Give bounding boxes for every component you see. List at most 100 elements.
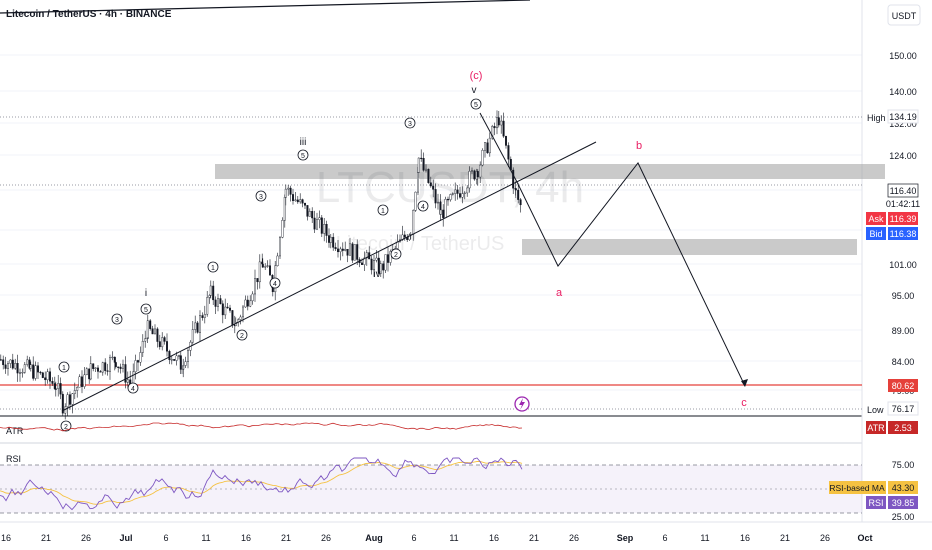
svg-text:2: 2 (394, 252, 398, 259)
candle-body (325, 224, 328, 236)
candle-body (519, 199, 522, 206)
candle-body (134, 360, 137, 373)
candle-body (437, 201, 440, 204)
candle-body (517, 189, 520, 200)
candle-body (339, 248, 342, 253)
candle-body (337, 248, 340, 253)
candle-body (113, 356, 116, 363)
time-tick-label: 6 (411, 533, 416, 543)
candle-body (14, 363, 17, 369)
candle-body (21, 372, 24, 374)
candle-body (92, 363, 95, 369)
candle-body (57, 383, 60, 389)
time-tick-label: Oct (857, 533, 872, 543)
candle-body (144, 338, 147, 342)
candle-body (241, 306, 244, 318)
candle-body (163, 337, 166, 342)
support-badge (888, 379, 918, 392)
candle-body (101, 362, 104, 373)
candle-body (449, 194, 452, 200)
candle-body (224, 306, 227, 316)
svg-text:4: 4 (421, 204, 425, 211)
candle-body (454, 189, 457, 194)
candle-body (158, 341, 161, 348)
candle-body (323, 224, 326, 234)
candle-body (46, 371, 49, 381)
time-tick-label: 26 (321, 533, 331, 543)
candle-body (444, 198, 447, 218)
ask-label: Ask (868, 214, 884, 224)
current-price-badge (887, 183, 919, 198)
candle-body (329, 236, 332, 243)
candle-body (26, 359, 29, 365)
candle-body (308, 211, 311, 217)
subwave-marker: 1 (58, 361, 70, 373)
candle-body (269, 265, 272, 276)
price-tick-label: 140.00 (889, 87, 917, 97)
currency-button[interactable] (887, 4, 921, 26)
candle-body (484, 142, 487, 151)
candle-body (507, 145, 510, 160)
rsi-ma-value-badge (888, 481, 918, 494)
candle-body (168, 351, 171, 360)
candle-body (249, 300, 252, 307)
price-tick-label: 95.00 (892, 291, 915, 301)
candle-body (497, 117, 500, 126)
wave-label-i: i (145, 288, 147, 299)
candle-body (442, 209, 445, 218)
bid-value-badge (888, 227, 918, 240)
candle-body (261, 263, 264, 268)
projection-path[interactable] (479, 112, 746, 387)
atr-badge-label: ATR (867, 423, 885, 433)
candle-body (473, 170, 476, 180)
ask-value-badge (888, 212, 918, 225)
candle-body (505, 135, 508, 146)
subwave-marker: 3 (111, 313, 123, 325)
candle-body (4, 364, 7, 369)
candle-body (425, 168, 428, 171)
candle-body (258, 261, 261, 283)
candle-body (264, 266, 267, 268)
time-tick-label: 6 (662, 533, 667, 543)
candle-body (382, 263, 385, 271)
svg-text:5: 5 (144, 307, 148, 314)
rsi-label: RSI (6, 454, 21, 464)
candle-body (59, 383, 62, 395)
event-icon[interactable] (514, 396, 530, 412)
bid-badge (866, 227, 886, 240)
low-value-badge (887, 401, 919, 416)
candle-body (334, 247, 337, 250)
candle-body (139, 352, 142, 363)
candle-body (493, 126, 496, 129)
candle-body (244, 299, 247, 308)
rsi-tick-75: 75.00 (892, 460, 915, 470)
candle-body (287, 187, 290, 190)
candle-body (126, 379, 129, 383)
candle-body (149, 320, 152, 329)
wave-label-c-top: (c) (470, 70, 483, 82)
subwave-marker: 5 (140, 303, 152, 315)
candle-body (353, 244, 356, 261)
candle-body (253, 278, 256, 295)
support-zone[interactable] (522, 239, 857, 255)
candle-body (328, 235, 331, 243)
candle-body (346, 249, 349, 256)
candle-body (108, 357, 111, 372)
candle-body (170, 359, 173, 361)
subwave-marker: 2 (390, 248, 402, 260)
time-ticks: 16 21 26 Jul 6 11 16 21 26 Aug 6 11 16 21 26 Sep 6 11 16 21… (1, 533, 873, 543)
atr-line (0, 422, 523, 432)
candle-body (191, 329, 194, 343)
candle-body (318, 217, 321, 220)
candle-body (23, 364, 26, 373)
candle-body (256, 278, 259, 283)
rising-trendline[interactable] (61, 141, 597, 412)
resistance-zone[interactable] (215, 164, 885, 179)
candle-body (165, 341, 168, 352)
candle-body (184, 361, 187, 366)
symbol-title[interactable]: Litecoin / TetherUS · 4h · BINANCE (6, 9, 172, 20)
price-tick-label: 132.00 (889, 119, 917, 129)
candle-body (37, 365, 40, 373)
candle-body (117, 366, 120, 368)
